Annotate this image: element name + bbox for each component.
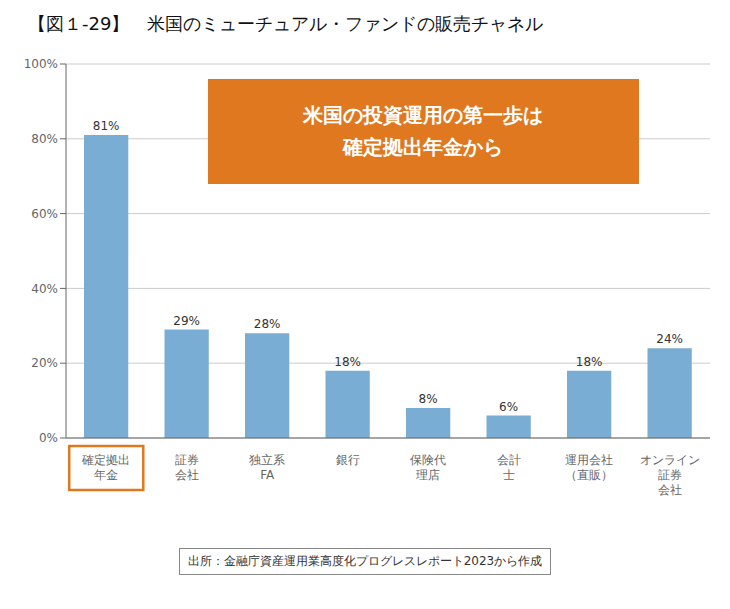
html-text:出所：金融庁資産運用業高度化プログレスレポート2023から作: 出所：金融庁資産運用業高度化プログレスレポート2023から作成	[187, 554, 543, 568]
svg-text:80%: 80%	[31, 132, 58, 146]
svg-text:8%: 8%	[419, 392, 438, 406]
svg-text:20%: 20%	[31, 356, 58, 370]
svg-text:銀行: 銀行	[336, 453, 360, 467]
svg-text:会計士: 会計士	[497, 453, 521, 482]
svg-text:0%: 0%	[39, 431, 58, 445]
svg-text:40%: 40%	[31, 282, 58, 296]
svg-text:29%: 29%	[173, 314, 200, 328]
svg-text:独立系FA: 独立系FA	[249, 453, 285, 482]
svg-text:運用会社（直販）: 運用会社（直販）	[565, 453, 613, 482]
svg-text:オンライン証券会社: オンライン証券会社	[640, 453, 700, 497]
html-text:米国の投資運用の第一歩は: 米国の投資運用の第一歩は	[303, 103, 544, 128]
svg-text:確定拠出年金: 確定拠出年金	[81, 453, 130, 482]
svg-text:60%: 60%	[31, 207, 58, 221]
svg-text:24%: 24%	[656, 332, 683, 346]
svg-text:保険代理店: 保険代理店	[410, 453, 446, 482]
svg-text:100%: 100%	[24, 57, 58, 71]
svg-text:18%: 18%	[576, 355, 603, 369]
html-text:確定拠出年金から: 確定拠出年金から	[343, 135, 504, 160]
html-text:【図１-29】 米国のミューチュアル・ファンドの販売チャネル: 【図１-29】 米国のミューチュアル・ファンドの販売チャネル	[28, 13, 544, 34]
svg-text:28%: 28%	[254, 317, 281, 331]
svg-text:18%: 18%	[334, 355, 361, 369]
svg-text:証券会社: 証券会社	[175, 453, 199, 482]
svg-text:6%: 6%	[499, 400, 518, 414]
svg-text:81%: 81%	[93, 119, 120, 133]
